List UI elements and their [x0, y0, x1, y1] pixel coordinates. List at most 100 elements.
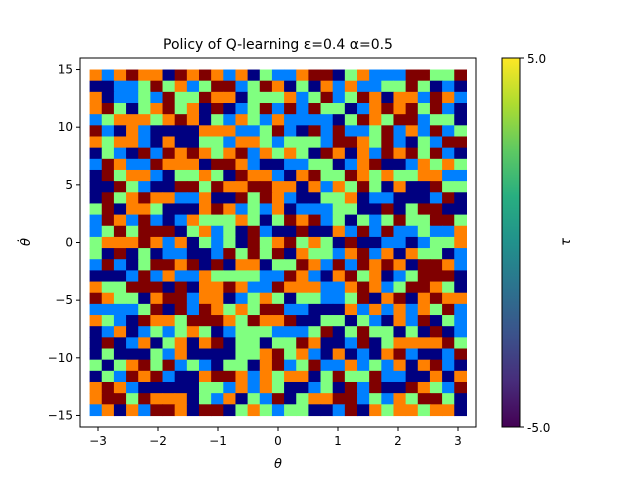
y-tick-label: 5	[65, 178, 73, 192]
heatmap-cell	[320, 103, 334, 115]
heatmap-cell	[320, 214, 334, 227]
heatmap-cell	[198, 326, 212, 338]
heatmap-cell	[223, 91, 237, 104]
heatmap-cell	[259, 125, 273, 138]
heatmap-cell	[296, 315, 309, 327]
heatmap-cell	[417, 225, 431, 238]
heatmap-cell	[357, 281, 370, 294]
heatmap-cell	[126, 292, 139, 305]
heatmap-cell	[235, 259, 249, 271]
heatmap-cell	[247, 203, 261, 216]
heatmap-cell	[198, 359, 212, 372]
heatmap-cell	[442, 393, 455, 405]
heatmap-cell	[393, 348, 407, 361]
heatmap-cell	[442, 337, 455, 350]
heatmap-cell	[126, 147, 139, 160]
heatmap-cell	[126, 404, 139, 417]
heatmap-cell	[174, 393, 188, 405]
heatmap-cell	[89, 114, 103, 126]
heatmap-cell	[89, 169, 103, 182]
heatmap-cell	[259, 315, 273, 327]
heatmap-cell	[442, 158, 455, 171]
heatmap-cell	[271, 114, 285, 126]
heatmap-cell	[138, 381, 151, 394]
heatmap-cell	[344, 147, 358, 160]
heatmap-cell	[126, 236, 139, 249]
heatmap-cell	[235, 225, 249, 238]
heatmap-cell	[393, 248, 407, 260]
heatmap-cell	[393, 292, 407, 305]
heatmap-cell	[284, 125, 297, 138]
heatmap-cell	[296, 404, 309, 417]
heatmap-cell	[454, 158, 467, 171]
heatmap-cell	[405, 169, 419, 182]
heatmap-cell	[393, 181, 407, 193]
heatmap-cell	[429, 292, 443, 305]
heatmap-cell	[113, 91, 127, 104]
heatmap-cell	[247, 248, 261, 260]
heatmap-cell	[320, 203, 334, 216]
heatmap-cell	[357, 348, 370, 361]
heatmap-cell	[381, 125, 395, 138]
heatmap-cell	[113, 315, 127, 327]
heatmap-cell	[296, 125, 309, 138]
heatmap-cell	[308, 136, 322, 149]
heatmap-cell	[381, 147, 395, 160]
heatmap-cell	[271, 147, 285, 160]
x-tick-label: −1	[209, 434, 227, 448]
heatmap-cell	[150, 281, 164, 294]
heatmap-cell	[429, 181, 443, 193]
x-tick-label: −2	[149, 434, 167, 448]
heatmap-cell	[101, 381, 115, 394]
heatmap-cell	[113, 203, 127, 216]
heatmap-cell	[332, 259, 346, 271]
heatmap-cell	[369, 259, 382, 271]
heatmap-cell	[150, 80, 164, 93]
heatmap-cell	[138, 192, 151, 205]
heatmap-cell	[211, 69, 224, 82]
heatmap-cell	[198, 169, 212, 182]
heatmap-cell	[381, 181, 395, 193]
heatmap-cell	[223, 214, 237, 227]
heatmap-cell	[454, 348, 467, 361]
heatmap-cell	[101, 303, 115, 316]
heatmap-cell	[320, 359, 334, 372]
heatmap-cell	[442, 147, 455, 160]
heatmap-cell	[393, 169, 407, 182]
heatmap-cell	[308, 326, 322, 338]
heatmap-cell	[271, 91, 285, 104]
heatmap-cell	[454, 326, 467, 338]
heatmap-cell	[259, 147, 273, 160]
heatmap-cell	[442, 225, 455, 238]
heatmap-cell	[162, 281, 176, 294]
heatmap-cell	[101, 270, 115, 283]
heatmap-cell	[308, 181, 322, 193]
heatmap-cell	[344, 359, 358, 372]
heatmap-cell	[344, 136, 358, 149]
heatmap-cell	[162, 248, 176, 260]
heatmap-cell	[247, 136, 261, 149]
heatmap-cell	[174, 348, 188, 361]
heatmap-cell	[369, 147, 382, 160]
heatmap-cell	[235, 393, 249, 405]
y-tick-label: 0	[65, 236, 73, 250]
heatmap-cell	[405, 158, 419, 171]
heatmap-cell	[174, 136, 188, 149]
heatmap-cell	[357, 236, 370, 249]
heatmap-cell	[247, 348, 261, 361]
heatmap-cell	[247, 114, 261, 126]
heatmap-cell	[174, 236, 188, 249]
heatmap-cell	[308, 69, 322, 82]
heatmap-cell	[198, 80, 212, 93]
heatmap-cell	[271, 381, 285, 394]
heatmap-cell	[332, 270, 346, 283]
heatmap-cell	[271, 136, 285, 149]
heatmap-cell	[344, 292, 358, 305]
heatmap-cell	[442, 203, 455, 216]
heatmap-cell	[235, 169, 249, 182]
heatmap-cell	[271, 192, 285, 205]
heatmap-cell	[271, 359, 285, 372]
heatmap-cell	[162, 203, 176, 216]
heatmap-cell	[442, 370, 455, 383]
heatmap-cell	[198, 270, 212, 283]
